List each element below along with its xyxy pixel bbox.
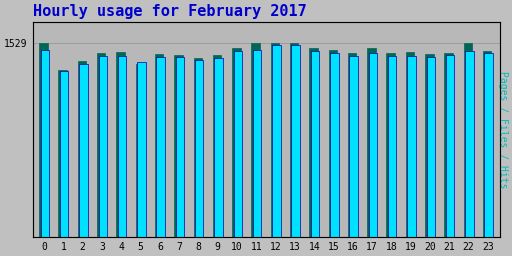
Bar <box>213 55 221 237</box>
Bar <box>309 48 318 237</box>
Bar <box>79 63 88 237</box>
Bar <box>483 51 492 237</box>
Bar <box>98 56 107 237</box>
Bar <box>78 61 86 237</box>
Bar <box>233 51 242 237</box>
Bar <box>116 52 125 237</box>
Bar <box>215 58 223 237</box>
Bar <box>118 56 126 237</box>
Bar <box>272 45 281 237</box>
Bar <box>406 52 414 237</box>
Bar <box>388 56 396 237</box>
Y-axis label: Pages / Files / Hits: Pages / Files / Hits <box>498 71 508 188</box>
Bar <box>387 54 395 237</box>
Bar <box>271 43 279 237</box>
Bar <box>426 57 435 237</box>
Bar <box>195 60 203 237</box>
Bar <box>136 63 144 237</box>
Bar <box>40 50 49 237</box>
Bar <box>407 56 416 237</box>
Bar <box>174 55 183 237</box>
Bar <box>446 55 454 237</box>
Bar <box>369 54 377 237</box>
Bar <box>425 54 434 237</box>
Bar <box>329 50 337 237</box>
Bar <box>58 70 67 237</box>
Bar <box>290 43 298 237</box>
Bar <box>155 54 163 237</box>
Bar <box>137 62 145 237</box>
Bar <box>156 57 165 237</box>
Bar <box>465 51 474 237</box>
Bar <box>97 53 105 237</box>
Bar <box>194 58 202 237</box>
Bar <box>176 57 184 237</box>
Bar <box>253 50 261 237</box>
Bar <box>464 43 472 237</box>
Bar <box>39 43 48 237</box>
Bar <box>349 56 358 237</box>
Bar <box>251 43 260 237</box>
Bar <box>330 53 338 237</box>
Text: Hourly usage for February 2017: Hourly usage for February 2017 <box>33 4 306 19</box>
Bar <box>60 71 68 237</box>
Bar <box>291 45 300 237</box>
Bar <box>444 53 453 237</box>
Bar <box>367 48 376 237</box>
Bar <box>484 54 493 237</box>
Bar <box>348 54 356 237</box>
Bar <box>311 51 319 237</box>
Bar <box>232 48 241 237</box>
